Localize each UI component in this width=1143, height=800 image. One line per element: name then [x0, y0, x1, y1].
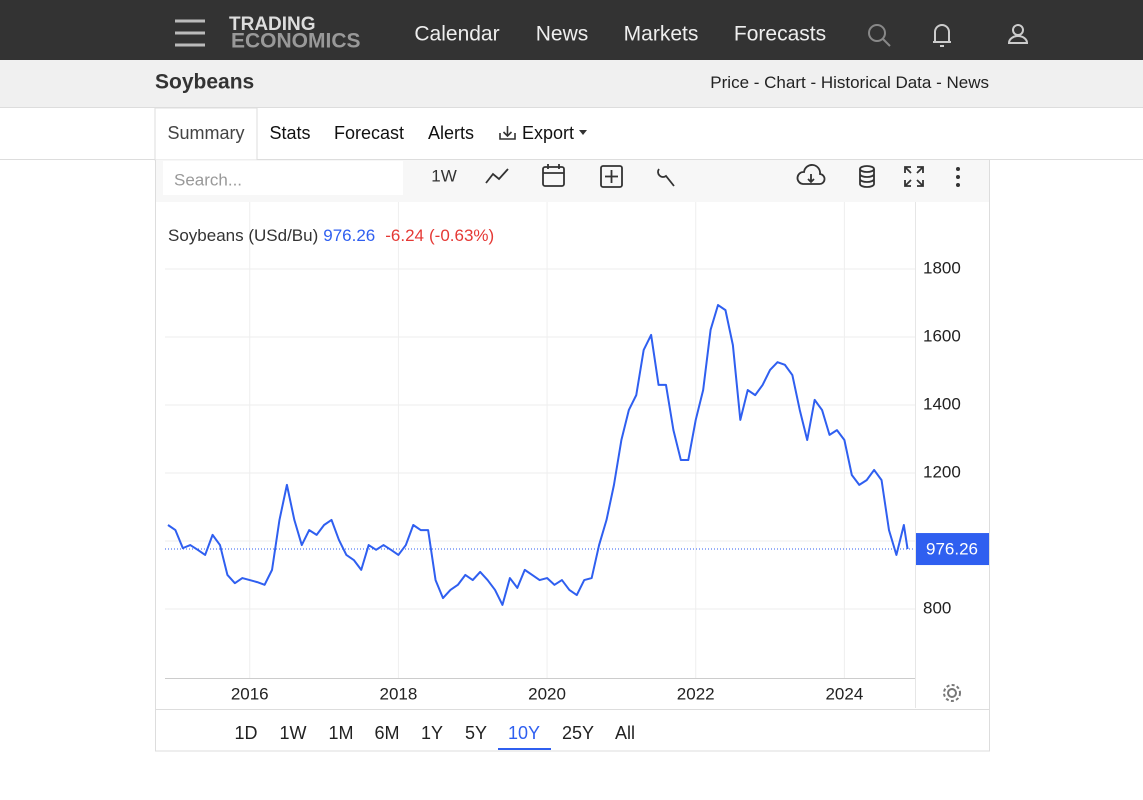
x-tick-label: 2024	[825, 684, 863, 703]
compare-icon[interactable]	[600, 165, 623, 188]
bell-icon[interactable]	[933, 24, 951, 47]
separator: -	[931, 73, 946, 92]
tools-icon[interactable]	[657, 168, 675, 187]
last-price-label: 976.26	[926, 540, 978, 559]
top-bar	[0, 0, 1143, 60]
legend-change-pct: (-0.63%)	[429, 226, 494, 245]
legend-change: -6.24	[385, 226, 424, 245]
settings-icon[interactable]	[943, 684, 961, 702]
header-link[interactable]: Chart	[764, 73, 806, 92]
chart-panel	[155, 159, 990, 752]
header-band	[0, 60, 1143, 107]
data-icon[interactable]	[859, 165, 875, 188]
tab[interactable]: Stats	[269, 123, 310, 143]
range-button[interactable]: 1Y	[421, 723, 443, 743]
tab[interactable]: Forecast	[334, 123, 404, 143]
dropdown-caret[interactable]	[579, 130, 587, 135]
user-icon[interactable]	[1007, 24, 1029, 44]
legend-name: Soybeans (USd/Bu)	[168, 226, 318, 245]
range-button[interactable]: 25Y	[562, 723, 594, 743]
nav-link[interactable]: News	[536, 23, 589, 46]
more-icon[interactable]	[956, 167, 960, 187]
y-tick-label: 1400	[923, 394, 961, 413]
logo[interactable]: TRADING	[229, 14, 316, 35]
x-tick-label: 2020	[528, 684, 566, 703]
nav-link[interactable]: Forecasts	[734, 23, 826, 46]
search-icon[interactable]	[868, 24, 891, 47]
range-button[interactable]: 10Y	[508, 723, 540, 743]
nav-link[interactable]: Markets	[624, 23, 699, 46]
separator: -	[806, 73, 821, 92]
range-button[interactable]: 6M	[374, 723, 399, 743]
nav-link[interactable]: Calendar	[414, 23, 499, 46]
x-tick-label: 2022	[677, 684, 715, 703]
range-button[interactable]: 5Y	[465, 723, 487, 743]
tab[interactable]: Export	[522, 123, 574, 143]
calendar-icon[interactable]	[542, 164, 565, 187]
header-link[interactable]: Historical Data	[821, 73, 932, 92]
logo[interactable]: ECONOMICS	[231, 30, 361, 53]
download-icon[interactable]	[796, 164, 826, 185]
menu-icon[interactable]	[175, 19, 205, 47]
y-tick-label: 800	[923, 598, 951, 617]
x-tick-label: 2016	[231, 684, 269, 703]
line-type-icon[interactable]	[485, 168, 509, 184]
x-tick-label: 2018	[379, 684, 417, 703]
export-icon[interactable]	[499, 126, 516, 140]
range-button[interactable]: 1D	[234, 723, 257, 743]
legend-price: 976.26	[323, 226, 375, 245]
page-title: Soybeans	[155, 71, 254, 94]
price-line	[167, 304, 909, 606]
header-link[interactable]: Price	[710, 73, 749, 92]
y-tick-label: 1800	[923, 258, 961, 277]
y-tick-label: 1200	[923, 462, 961, 481]
y-tick-label: 1600	[923, 326, 961, 345]
legend: Soybeans (USd/Bu) 976.26 -6.24 (-0.63%)	[168, 226, 494, 245]
interval-button[interactable]: 1W	[431, 166, 457, 185]
header-link[interactable]: News	[946, 73, 989, 92]
tab[interactable]: Summary	[167, 123, 244, 143]
search-box[interactable]	[163, 161, 403, 195]
range-button[interactable]: 1W	[280, 723, 307, 743]
range-button[interactable]: 1M	[328, 723, 353, 743]
last-price-tag	[916, 533, 989, 566]
tab[interactable]: Alerts	[428, 123, 474, 143]
search-placeholder[interactable]: Search...	[174, 170, 242, 189]
range-button[interactable]: All	[615, 723, 635, 743]
separator: -	[749, 73, 764, 92]
header-links: Price - Chart - Historical Data - News	[710, 73, 989, 92]
fullscreen-icon[interactable]	[904, 166, 924, 187]
